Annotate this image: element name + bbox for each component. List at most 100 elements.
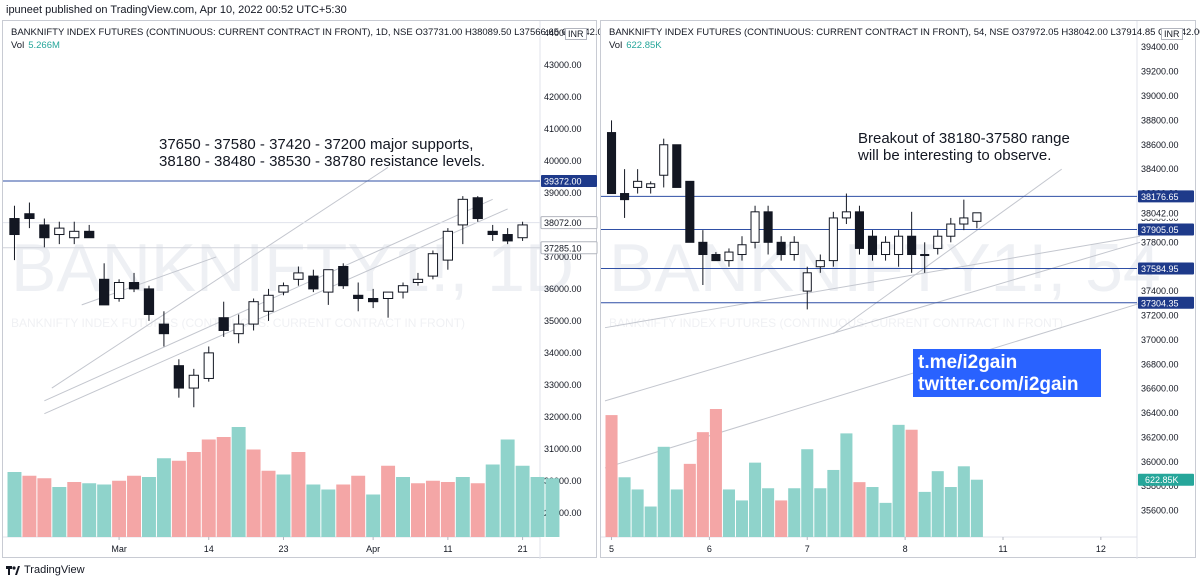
level-price-label: 37905.05 xyxy=(1141,225,1179,235)
volume-bar xyxy=(261,470,276,537)
y-tick-label: 33000.00 xyxy=(544,380,582,390)
volume-bar xyxy=(944,487,957,537)
volume-bar xyxy=(7,472,22,537)
candle-down xyxy=(472,197,483,220)
level-price-label: 38042.00 xyxy=(1141,208,1179,218)
candle-up xyxy=(933,235,943,249)
y-tick-label: 37800.00 xyxy=(1141,237,1179,247)
volume-bar xyxy=(814,488,827,537)
candle-down xyxy=(308,275,319,290)
intraday-annotation: Breakout of 38180-37580 range will be in… xyxy=(858,130,1070,164)
promo-box[interactable]: t.me/i2gain twitter.com/i2gain xyxy=(913,349,1101,397)
volume-bar xyxy=(762,488,775,537)
y-tick-label: 38400.00 xyxy=(1141,164,1179,174)
daily-chart-pane[interactable]: BANKNIFTY1!, 1D BANKNIFTY INDEX FUTURES (… xyxy=(2,20,608,559)
level-price-tag xyxy=(1138,296,1194,309)
y-tick-label: 41000.00 xyxy=(544,124,582,134)
level-price-label: 37285.10 xyxy=(544,243,582,253)
candle-down xyxy=(620,193,630,201)
candle-up xyxy=(789,241,799,256)
daily-ohlc-values: O37731.00 H38089.50 L37566.65 C38042.00 xyxy=(415,27,609,38)
intraday-currency-badge[interactable]: INR xyxy=(1161,28,1183,40)
daily-volume-label: Vol xyxy=(11,40,25,51)
candle-up xyxy=(881,241,891,256)
candle-down xyxy=(487,230,498,236)
candle-down xyxy=(368,297,379,303)
x-tick-label: 7 xyxy=(805,544,810,554)
volume-bar xyxy=(97,484,112,537)
volume-bar xyxy=(530,477,545,537)
y-tick-label: 38600.00 xyxy=(1141,140,1179,150)
candle-up xyxy=(802,272,812,292)
y-tick-label: 36800.00 xyxy=(1141,359,1179,369)
daily-symbol-title: BANKNIFTY INDEX FUTURES (CONTINUOUS: CUR… xyxy=(11,27,413,38)
candle-up xyxy=(442,230,453,261)
y-tick-label: 36400.00 xyxy=(1141,408,1179,418)
candle-down xyxy=(173,365,184,389)
candle-up xyxy=(278,285,289,293)
candle-down xyxy=(338,266,349,287)
candle-down xyxy=(907,235,917,256)
volume-bar xyxy=(827,469,840,537)
intraday-volume-label: Vol xyxy=(609,40,623,51)
level-price-tag xyxy=(541,175,597,188)
candle-up xyxy=(737,244,747,256)
candle-down xyxy=(353,294,364,299)
daily-annotation: 37650 - 37580 - 37420 - 37200 major supp… xyxy=(159,136,486,170)
volume-bar xyxy=(276,474,291,537)
candle-down xyxy=(158,323,170,335)
candle-up xyxy=(841,211,851,219)
daily-currency-badge[interactable]: INR xyxy=(565,28,587,40)
candle-down xyxy=(502,234,513,242)
watermark-subtitle: BANKNIFTY INDEX FUTURES (CONTINUOUS: CUR… xyxy=(11,316,465,330)
y-tick-label: 35800.00 xyxy=(1141,481,1179,491)
volume-bar xyxy=(186,452,201,537)
x-tick-label: 14 xyxy=(204,544,214,554)
volume-bar xyxy=(321,489,336,537)
candle-up xyxy=(457,198,468,226)
volume-bar xyxy=(644,506,657,537)
promo-twitter-link[interactable]: twitter.com/i2gain xyxy=(918,374,1079,395)
trend-line xyxy=(44,208,508,415)
trend-line xyxy=(604,235,1141,329)
candle-up xyxy=(293,272,304,280)
volume-bar xyxy=(696,432,709,537)
volume-bar xyxy=(801,449,814,537)
candle-up xyxy=(382,291,394,299)
y-tick-label: 39000.00 xyxy=(1141,91,1179,101)
y-tick-label: 39000.00 xyxy=(544,188,582,198)
volume-bar xyxy=(735,500,749,537)
candle-down xyxy=(711,254,721,262)
footer-brand[interactable]: TradingView xyxy=(6,564,85,576)
volume-bar xyxy=(201,439,216,537)
daily-chart-canvas[interactable]: BANKNIFTY1!, 1D BANKNIFTY INDEX FUTURES (… xyxy=(3,21,598,559)
volume-bar xyxy=(879,502,892,537)
trend-line xyxy=(51,166,389,389)
intraday-chart-header: BANKNIFTY INDEX FUTURES (CONTINUOUS: CUR… xyxy=(609,27,1200,38)
candle-down xyxy=(99,278,110,306)
candle-down xyxy=(698,241,708,256)
y-tick-label: 36600.00 xyxy=(1141,384,1179,394)
volume-bar xyxy=(970,479,983,537)
candle-up xyxy=(646,183,656,188)
volume-bar xyxy=(631,489,644,537)
y-tick-label: 36000.00 xyxy=(1141,457,1179,467)
x-tick-label: 11 xyxy=(443,544,452,554)
trend-line xyxy=(604,302,1141,469)
y-tick-label: 39200.00 xyxy=(1141,67,1179,77)
volume-bar xyxy=(853,482,866,537)
y-tick-label: 37000.00 xyxy=(1141,335,1179,345)
volume-bar xyxy=(216,437,231,537)
daily-volume-value: 5.266M xyxy=(28,40,60,51)
candle-up xyxy=(959,217,969,225)
candle-up xyxy=(724,251,734,262)
volume-bar xyxy=(411,483,425,537)
volume-bar xyxy=(67,482,82,537)
x-tick-label: 6 xyxy=(707,544,712,554)
daily-volume-legend: Vol 5.266M xyxy=(11,40,60,51)
intraday-chart-pane[interactable]: BANKNIFTY1!, 54 BANKNIFTY INDEX FUTURES (… xyxy=(600,20,1200,559)
promo-telegram-link[interactable]: t.me/i2gain xyxy=(918,352,1018,373)
x-tick-label: 5 xyxy=(609,544,614,554)
candle-up xyxy=(188,374,199,389)
